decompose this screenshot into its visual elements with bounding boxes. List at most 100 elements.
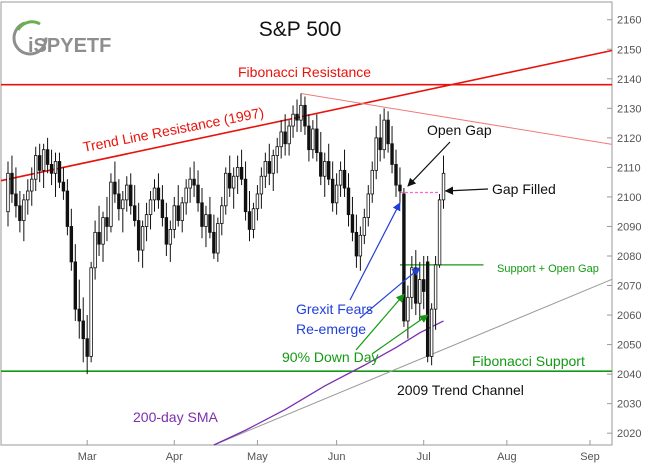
grexit-label-line2: Re-emerge: [296, 321, 366, 337]
candle: [196, 170, 200, 212]
y-tick-label: 2150: [617, 44, 641, 56]
candle-body-down: [208, 214, 212, 233]
candle: [140, 220, 145, 268]
candle-body-up: [370, 169, 374, 195]
candle: [259, 167, 264, 209]
candle-body-down: [398, 184, 402, 192]
candle: [429, 303, 434, 366]
candle-body-down: [57, 161, 62, 183]
candle-body-up: [89, 267, 93, 357]
candle-body-down: [239, 166, 244, 180]
candle-body-up: [26, 190, 30, 201]
candle-body-down: [200, 202, 204, 227]
candle-body-down: [350, 214, 355, 233]
trend-channel-line: [213, 278, 613, 446]
y-tick-label: 2160: [617, 15, 641, 27]
candle-body-up: [338, 169, 343, 186]
candle: [247, 191, 252, 242]
candle-body-up: [366, 193, 370, 218]
candle-body-up: [30, 178, 34, 192]
y-tick-label: 2070: [617, 281, 641, 293]
candle-body-down: [69, 226, 74, 263]
candle: [93, 220, 97, 280]
candle-body-down: [378, 137, 382, 151]
candle-body-down: [136, 220, 141, 251]
candle-body-down: [117, 193, 121, 210]
candle: [315, 114, 319, 162]
candle-body-down: [105, 217, 109, 227]
candle: [105, 196, 109, 242]
candle: [386, 111, 390, 153]
candle: [160, 185, 165, 227]
candle: [117, 179, 121, 221]
candle: [53, 152, 58, 197]
candle: [61, 167, 66, 200]
candle: [168, 220, 173, 262]
candle-body-up: [410, 267, 414, 298]
candle-body-down: [160, 199, 165, 218]
logo-arc-icon: [16, 20, 41, 31]
candle: [437, 193, 442, 268]
candle-body-up: [188, 178, 192, 189]
candle: [287, 120, 291, 156]
candle-body-down: [49, 164, 54, 174]
candle: [14, 167, 18, 218]
candle-body-down: [394, 164, 398, 186]
candle-body-down: [14, 193, 18, 207]
candle: [156, 173, 161, 209]
x-tick-label: Mar: [78, 451, 97, 463]
candle-body-down: [247, 211, 252, 230]
candle: [18, 191, 22, 233]
candle: [374, 126, 378, 180]
fibonacci-resistance-label: Fibonacci Resistance: [238, 64, 371, 80]
open-gap-label: Open Gap: [427, 122, 492, 138]
candle: [220, 196, 224, 236]
candle: [164, 202, 169, 256]
candle-body-down: [319, 152, 323, 177]
candle: [69, 208, 74, 271]
grexit-label-line1: Grexit Fears: [296, 301, 373, 317]
candle-body-up: [34, 155, 38, 180]
candle-body-up: [125, 184, 129, 201]
candle: [350, 196, 355, 242]
candle: [402, 188, 406, 327]
candle: [81, 297, 85, 363]
candle: [49, 149, 54, 186]
y-tick-label: 2110: [617, 162, 641, 174]
candle: [57, 152, 62, 189]
candle: [370, 161, 374, 203]
y-tick-label: 2140: [617, 74, 641, 86]
candle: [390, 126, 394, 174]
candle-body-down: [243, 178, 248, 213]
candle-body-up: [180, 202, 184, 221]
candle-body-down: [425, 261, 430, 357]
candle-body-up: [259, 175, 264, 195]
candle: [212, 214, 216, 259]
candle: [208, 196, 212, 239]
candle-body-up: [334, 184, 339, 204]
candle: [188, 167, 192, 203]
candle: [30, 167, 34, 206]
candle: [311, 120, 315, 159]
candle-body-down: [422, 279, 426, 292]
candle: [255, 185, 260, 221]
candle: [239, 149, 244, 186]
candle-body-down: [402, 193, 406, 322]
candle-body-up: [144, 214, 149, 227]
candle-body-down: [81, 320, 85, 340]
candle-body-down: [326, 161, 331, 180]
candle-body-up: [418, 279, 422, 304]
candle-body-down: [10, 172, 14, 195]
x-tick-label: May: [247, 451, 268, 463]
candle-body-up: [406, 296, 410, 322]
candle: [418, 261, 422, 321]
candle: [279, 120, 283, 159]
candle: [267, 143, 272, 186]
candle-body-up: [6, 172, 10, 213]
candle-body-down: [192, 178, 196, 186]
candle-body-up: [140, 226, 145, 251]
candle: [34, 146, 38, 192]
x-tick-label: Sep: [580, 451, 600, 463]
candle-body-down: [315, 128, 319, 154]
x-tick-label: Jul: [417, 451, 431, 463]
